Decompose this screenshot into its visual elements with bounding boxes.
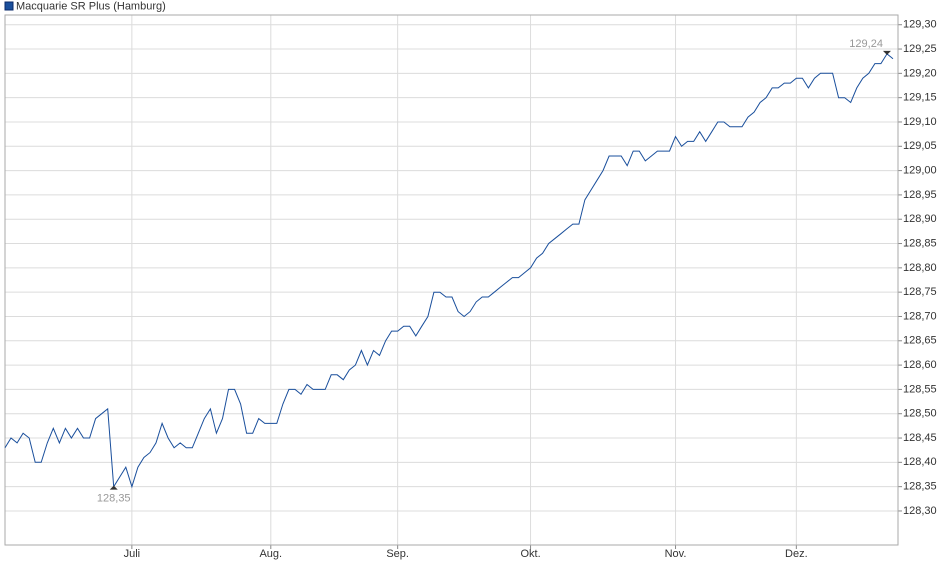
y-tick-label: 129,10 — [903, 116, 937, 128]
y-tick-label: 128,50 — [903, 408, 937, 420]
x-tick-label: Okt. — [520, 548, 540, 560]
y-tick-label: 128,80 — [903, 262, 937, 274]
x-tick-label: Aug. — [259, 548, 282, 560]
extreme-marker — [109, 485, 118, 490]
y-tick-label: 128,60 — [903, 359, 937, 371]
plot-frame — [4, 14, 899, 546]
y-tick-label: 129,30 — [903, 19, 937, 31]
legend-label: Macquarie SR Plus (Hamburg) — [16, 0, 166, 12]
y-tick-label: 129,25 — [903, 43, 937, 55]
y-tick-label: 129,20 — [903, 67, 937, 79]
y-tick-label: 128,35 — [903, 481, 937, 493]
y-tick-label: 128,55 — [903, 383, 937, 395]
extreme-marker — [882, 50, 891, 55]
x-tick-label: Dez. — [785, 548, 808, 560]
value-label: 129,24 — [849, 38, 883, 50]
x-tick-label: Nov. — [665, 548, 687, 560]
y-tick-label: 128,30 — [903, 505, 937, 517]
y-tick-label: 129,15 — [903, 92, 937, 104]
x-tick-label: Juli — [124, 548, 141, 560]
y-tick-label: 128,65 — [903, 335, 937, 347]
data-line — [4, 53, 894, 489]
value-label: 128,35 — [97, 493, 131, 505]
x-tick-label: Sep. — [386, 548, 409, 560]
legend-swatch — [4, 1, 14, 11]
y-tick-label: 128,40 — [903, 456, 937, 468]
y-tick-label: 128,70 — [903, 310, 937, 322]
y-tick-label: 128,75 — [903, 286, 937, 298]
y-tick-label: 128,95 — [903, 189, 937, 201]
y-tick-label: 129,00 — [903, 165, 937, 177]
y-tick-label: 128,85 — [903, 237, 937, 249]
y-tick-label: 128,45 — [903, 432, 937, 444]
y-tick-label: 129,05 — [903, 140, 937, 152]
y-tick-label: 128,90 — [903, 213, 937, 225]
